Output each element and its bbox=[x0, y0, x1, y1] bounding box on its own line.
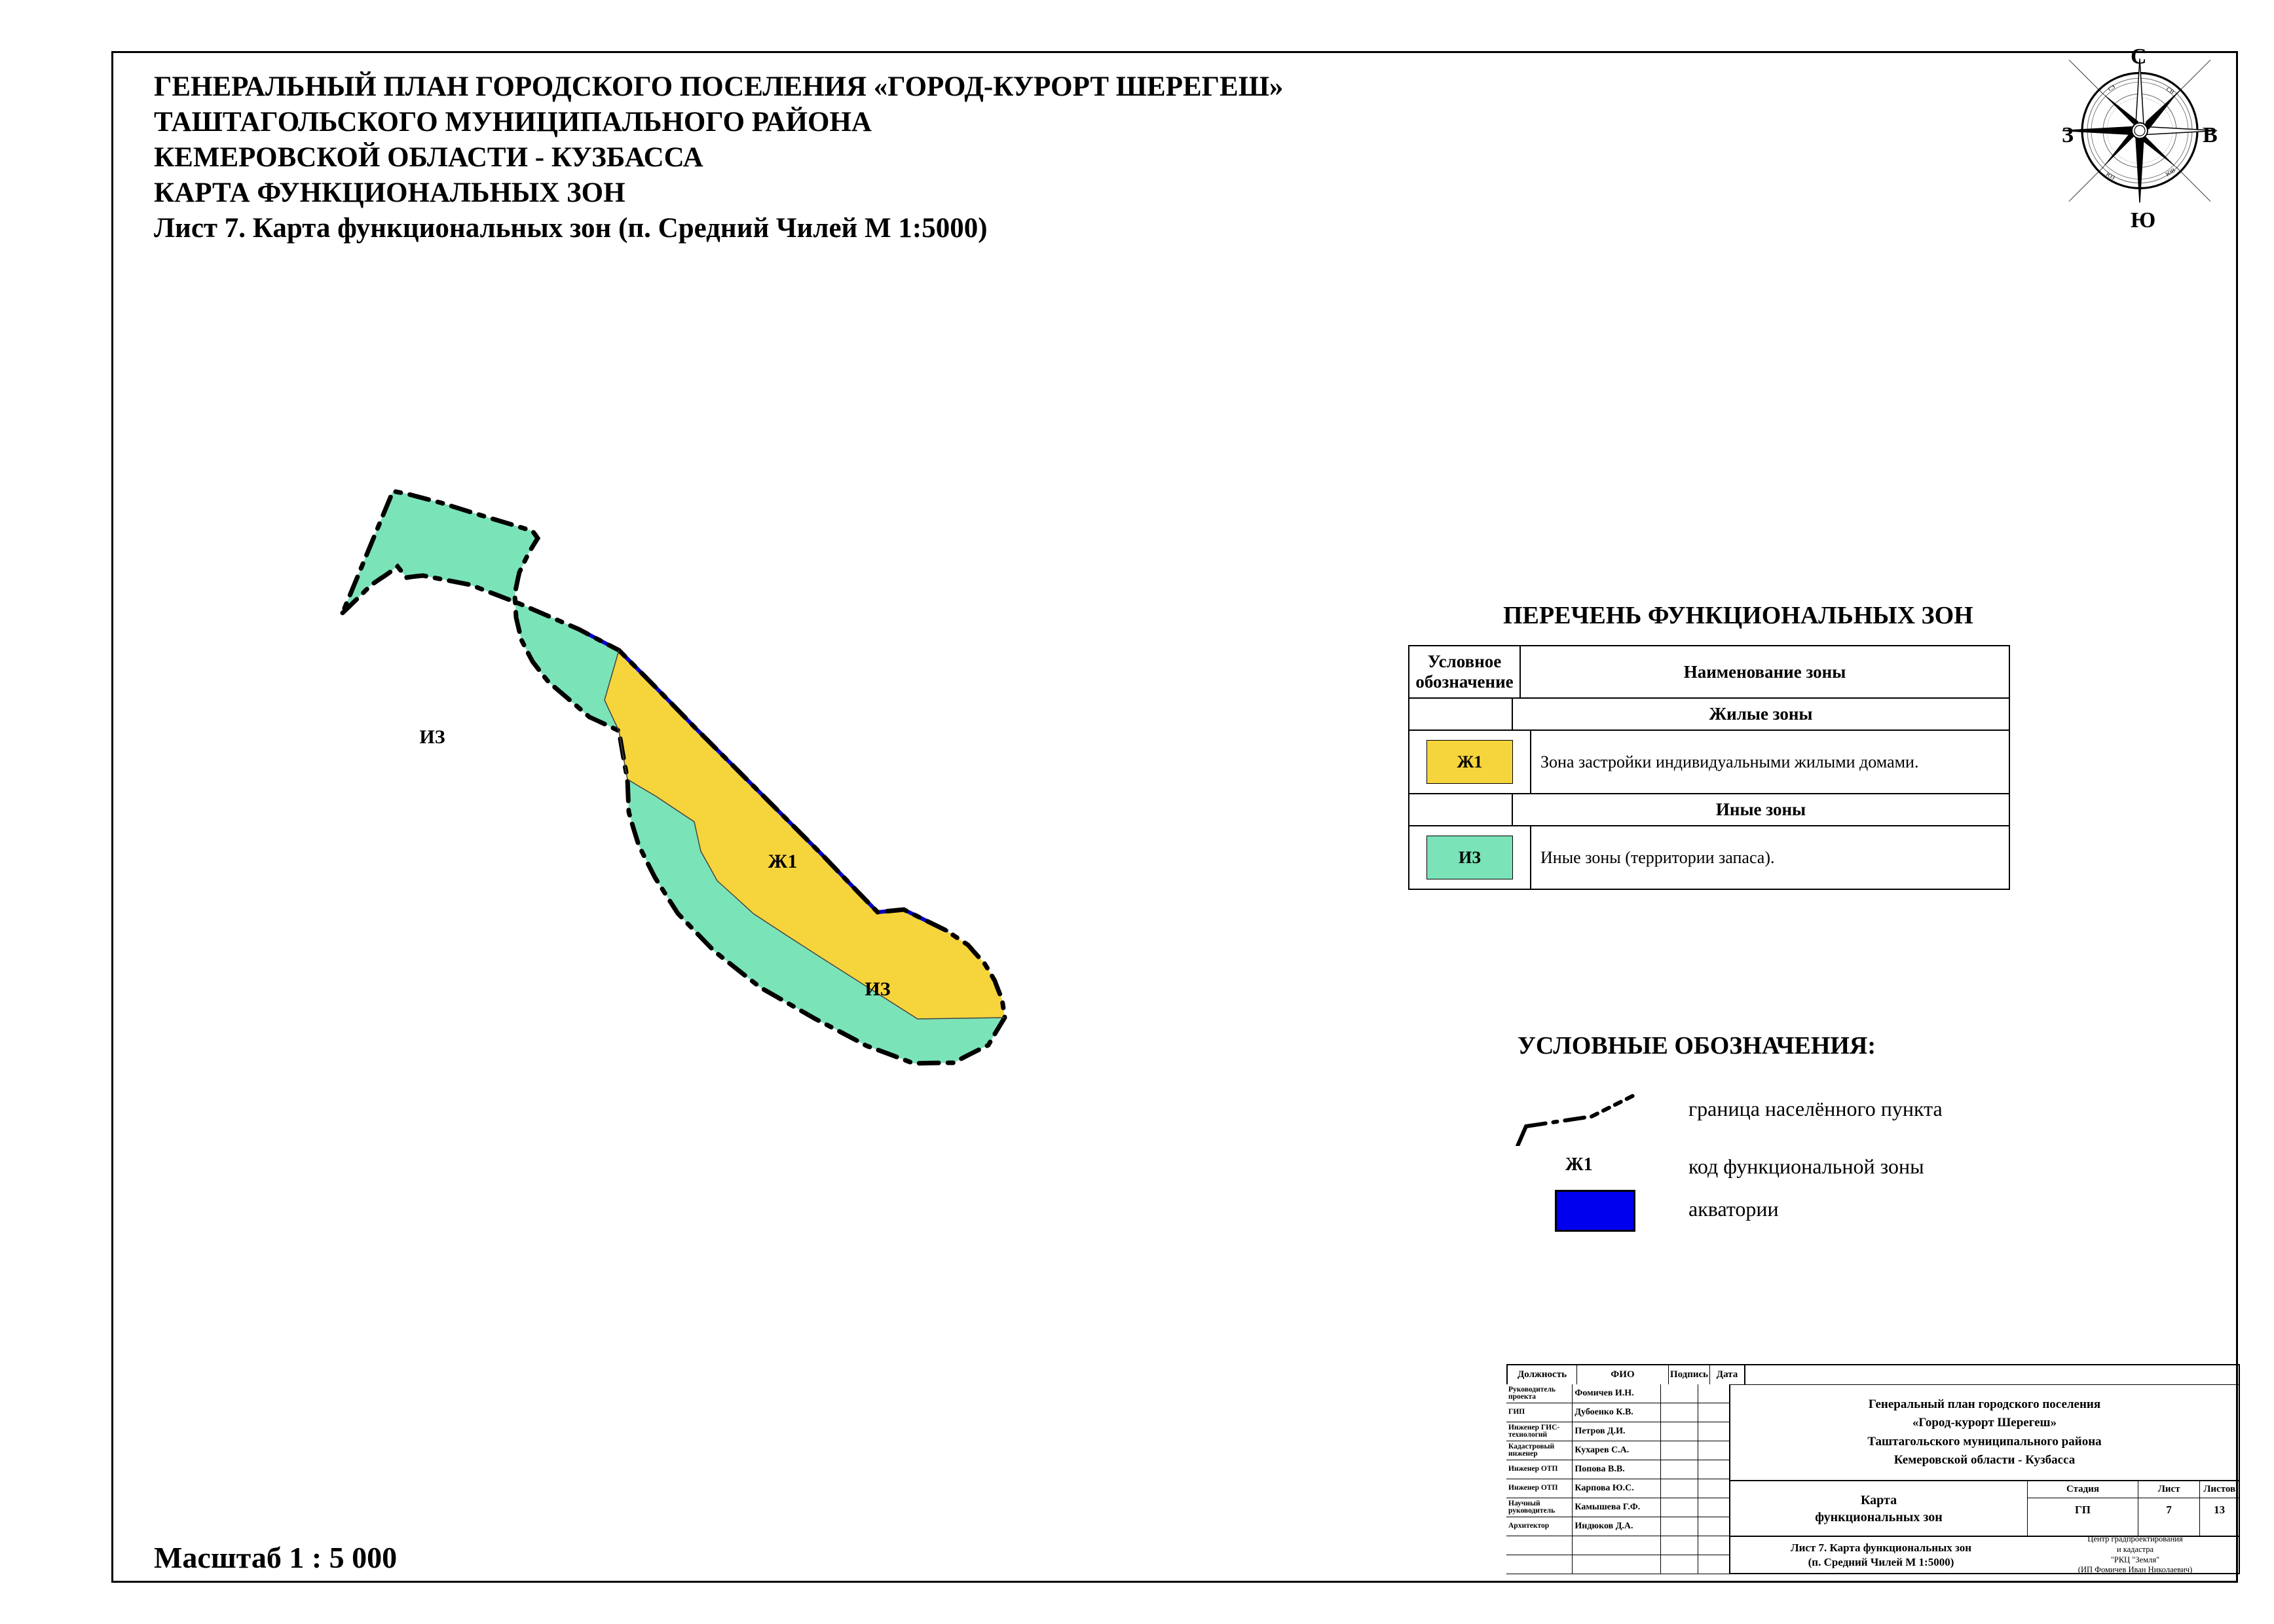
svg-text:Ж1: Ж1 bbox=[768, 851, 798, 872]
svg-text:ИЗ: ИЗ bbox=[865, 978, 890, 1000]
svg-text:ИЗ: ИЗ bbox=[419, 726, 445, 748]
